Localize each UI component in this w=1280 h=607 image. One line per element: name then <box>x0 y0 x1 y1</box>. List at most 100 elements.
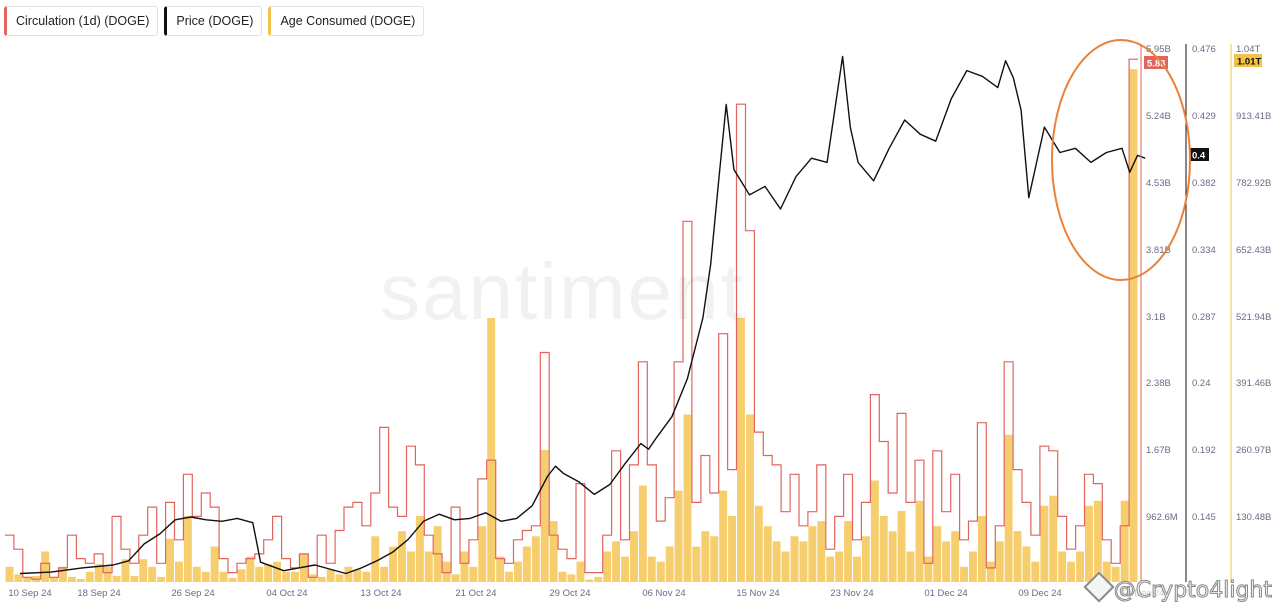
price-tick-label: 0.476 <box>1192 44 1216 55</box>
age-consumed-bar <box>826 556 835 582</box>
age-consumed-bar <box>817 521 826 582</box>
legend-price-label: Price (DOGE) <box>176 14 254 28</box>
circulation-tick-label: 5.24B <box>1146 111 1171 122</box>
age-consumed-bar <box>1102 561 1111 582</box>
x-tick-label: 15 Nov 24 <box>736 588 779 599</box>
age-consumed-bar <box>1031 561 1040 582</box>
age-consumed-bar <box>861 536 870 582</box>
x-tick-label: 06 Nov 24 <box>642 588 685 599</box>
age-consumed-bar <box>1085 505 1093 582</box>
age-consumed-bar <box>326 569 335 582</box>
age-consumed-bar <box>23 576 32 582</box>
age-consumed-bar <box>969 551 977 582</box>
circulation-current-badge-bg <box>1144 56 1168 69</box>
age-consumed-bar <box>879 516 888 582</box>
age-consumed-bar <box>772 541 781 582</box>
age-consumed-bar <box>299 554 308 582</box>
x-tick-label: 29 Oct 24 <box>549 588 590 599</box>
age-consumed-bar <box>335 574 344 582</box>
age-consumed-bar <box>888 531 897 582</box>
x-tick-label: 01 Dec 24 <box>924 588 967 599</box>
x-tick-label: 10 Sep 24 <box>8 588 51 599</box>
chart-legend: Circulation (1d) (DOGE) Price (DOGE) Age… <box>4 6 425 36</box>
age-consumed-bar <box>1076 551 1084 582</box>
age-consumed-bar <box>906 551 915 582</box>
age-consumed-bar <box>531 536 540 582</box>
age-consumed-bar <box>853 556 861 582</box>
age-consumed-bar <box>228 577 237 582</box>
age-consumed-bar <box>674 490 683 582</box>
age-consumed-bar <box>870 480 879 582</box>
age-consumed-bar <box>407 551 415 582</box>
age-tick-label: 1.04T <box>1236 44 1260 55</box>
age-consumed-bar <box>148 566 157 582</box>
price-tick-label: 0.429 <box>1192 111 1216 122</box>
age-consumed-bar <box>94 564 103 582</box>
age-consumed-bar <box>67 576 76 582</box>
age-consumed-bar <box>1013 531 1022 582</box>
circulation-line-group <box>5 58 1138 580</box>
age-consumed-bar <box>1120 500 1129 582</box>
price-tick-label: 0.24 <box>1192 378 1211 389</box>
age-consumed-bar <box>112 575 121 582</box>
age-consumed-bar <box>514 561 522 582</box>
age-consumed-bar <box>389 546 397 582</box>
age-consumed-bar <box>897 510 906 582</box>
age-consumed-bar <box>683 414 692 582</box>
axes: 5.95B 5.24B 4.53B 3.81B 3.1B 2.38B 1.67B 962.6M… <box>8 44 1271 599</box>
age-consumed-bar <box>1004 434 1013 582</box>
circulation-tick-label: 962.6M <box>1146 512 1178 523</box>
age-consumed-bar <box>264 564 273 582</box>
age-tick-label: 782.92B <box>1236 178 1271 189</box>
price-tick-label: 0.382 <box>1192 178 1216 189</box>
age-consumed-bar <box>183 516 192 582</box>
age-consumed-bar <box>478 526 487 582</box>
age-consumed-bar <box>1022 546 1031 582</box>
age-consumed-bar <box>317 576 326 582</box>
age-consumed-bar <box>951 531 960 582</box>
age-consumed-bar <box>647 556 656 582</box>
age-consumed-bar <box>522 546 531 582</box>
legend-age-consumed[interactable]: Age Consumed (DOGE) <box>268 6 425 36</box>
highlight-ellipse <box>1051 39 1191 281</box>
age-consumed-bar <box>942 541 951 582</box>
age-consumed-bar <box>14 574 23 582</box>
age-consumed-bar <box>505 571 513 582</box>
age-consumed-bar <box>808 526 817 582</box>
age-consumed-bar <box>273 561 281 582</box>
circulation-line <box>5 58 1138 580</box>
age-consumed-bar <box>576 561 585 582</box>
age-consumed-bar <box>76 579 85 582</box>
age-consumed-bar <box>924 556 933 582</box>
age-consumed-bar <box>986 561 995 582</box>
age-consumed-bar <box>166 538 174 582</box>
age-consumed-bar <box>1049 495 1058 582</box>
age-consumed-bar <box>130 575 139 582</box>
age-consumed-bar <box>344 566 353 582</box>
age-consumed-bar <box>728 516 736 582</box>
x-tick-label: 26 Sep 24 <box>171 588 214 599</box>
legend-circulation[interactable]: Circulation (1d) (DOGE) <box>4 6 159 36</box>
age-consumed-bar <box>585 579 594 582</box>
age-consumed-bar <box>121 559 130 582</box>
age-consumed-bars <box>5 69 1138 582</box>
age-consumed-bar <box>424 551 433 582</box>
age-consumed-bar <box>915 500 924 582</box>
age-consumed-bar <box>977 516 986 582</box>
age-consumed-bar <box>282 571 290 582</box>
x-tick-label-partial: 18 Dec 24 <box>1121 588 1164 599</box>
age-consumed-bar <box>487 318 496 582</box>
age-consumed-bar <box>415 516 424 582</box>
circulation-current-badge: 5.83 <box>1147 59 1166 70</box>
age-consumed-bar <box>469 566 478 582</box>
age-consumed-bar <box>710 536 719 582</box>
legend-price[interactable]: Price (DOGE) <box>164 6 263 36</box>
age-consumed-bar <box>763 526 772 582</box>
age-consumed-bar <box>308 574 317 582</box>
age-consumed-bar <box>719 490 728 582</box>
age-consumed-bar <box>219 571 228 582</box>
age-consumed-bar <box>737 318 745 582</box>
age-tick-label: 652.43B <box>1236 245 1271 256</box>
age-consumed-bar <box>460 551 469 582</box>
age-consumed-bar <box>237 569 246 582</box>
